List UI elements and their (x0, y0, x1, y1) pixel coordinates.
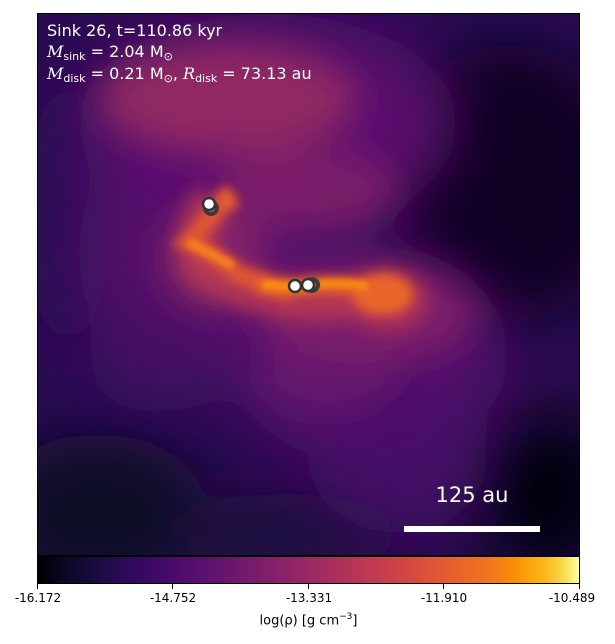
scale-bar (404, 526, 540, 532)
colorbar-axis-label: log(ρ) [g cm−3] (37, 612, 580, 628)
disk-radius-symbol: R (183, 64, 196, 83)
colorbar-label-exponent: −3 (339, 612, 353, 622)
sink-center-right (300, 277, 320, 293)
colorbar-tick (172, 584, 173, 589)
disk-radius-value: = 73.13 au (217, 64, 312, 83)
sink-id-time-label: Sink 26, t=110.86 kyr (47, 21, 222, 41)
sink-upper-left (201, 196, 219, 216)
disk-mass-value: = 0.21 M (85, 64, 164, 83)
disk-properties-label: Mdisk = 0.21 M⊙, Rdisk = 73.13 au (47, 64, 312, 89)
disk-radius-subscript: disk (195, 72, 218, 85)
disk-mass-subscript: disk (63, 72, 86, 85)
colorbar-tick-label: -16.172 (14, 591, 62, 605)
sink-markers (201, 196, 320, 294)
disk-mass-unit-subscript: ⊙ (163, 72, 173, 85)
disk-mass-symbol: M (47, 64, 64, 83)
colorbar-tick-label: -14.752 (149, 591, 197, 605)
colorbar (37, 556, 580, 584)
colorbar-tick-label: -11.910 (420, 591, 468, 605)
colorbar-tick (443, 584, 444, 589)
density-map-image (38, 14, 579, 555)
colorbar-tick-label: -10.489 (548, 591, 596, 605)
disk-separator: , (172, 64, 184, 83)
sink-mass-symbol: M (47, 42, 64, 61)
colorbar-label-main: log(ρ) [g cm (259, 613, 340, 629)
sink-mass-value: = 2.04 M (85, 42, 164, 61)
sink-id-time-text: Sink 26, t=110.86 kyr (47, 21, 223, 40)
colorbar-tick-label: -13.331 (285, 591, 333, 605)
sink-mass-subscript: sink (63, 50, 86, 63)
sink-center-left (287, 278, 303, 294)
sink-mass-label: Msink = 2.04 M⊙ (47, 42, 173, 67)
scale-bar-label: 125 au (435, 483, 509, 507)
colorbar-label-end: ] (352, 613, 358, 629)
colorbar-tick (308, 584, 309, 589)
colorbar-tick (579, 584, 580, 589)
colorbar-tick (37, 584, 38, 589)
sink-mass-unit-subscript: ⊙ (163, 50, 173, 63)
density-map-panel (37, 13, 580, 556)
